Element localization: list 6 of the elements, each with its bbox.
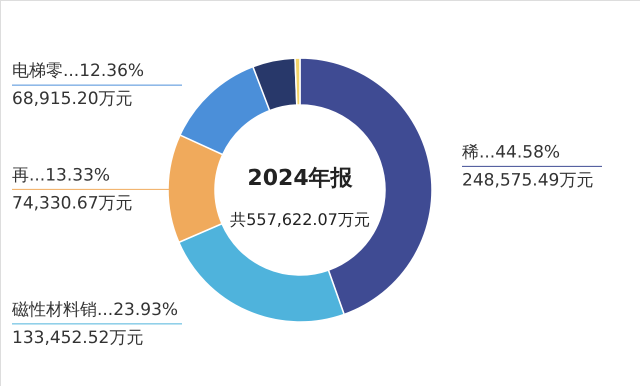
slice-label: 电梯零...12.36% 68,915.20万元 [12, 61, 144, 110]
text: 2024年报 [247, 166, 354, 191]
text: 共557,622.07万元 [230, 210, 370, 229]
slice-label: 磁性材料销...23.93% 133,452.52万元 [11, 300, 178, 348]
slice-label: 稀...44.58% 248,575.49万元 [462, 142, 594, 190]
slice-label: 再...13.33% 74,330.67万元 [12, 165, 133, 214]
